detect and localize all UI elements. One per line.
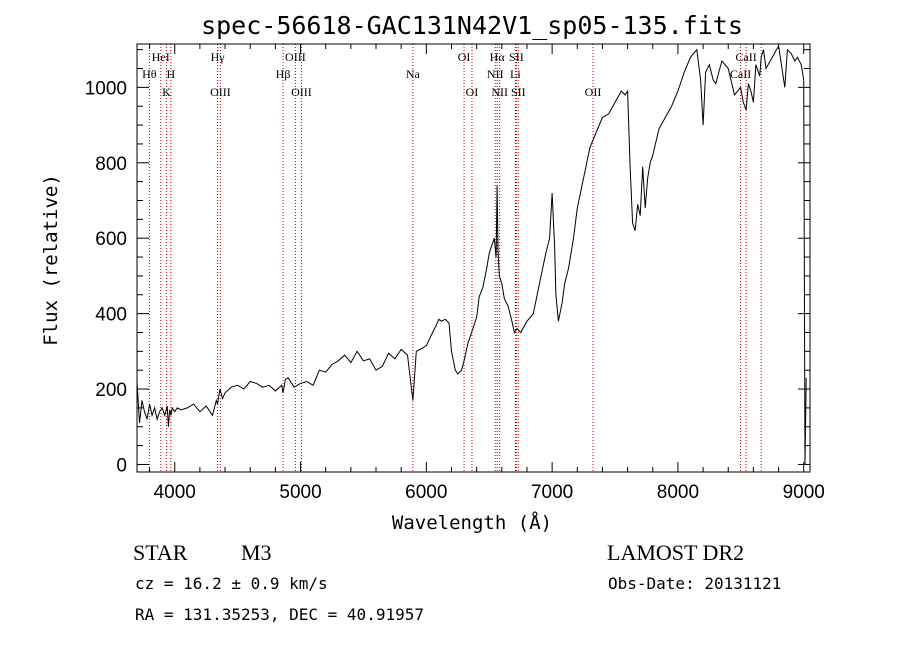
spectral-line-label: SII <box>511 85 526 99</box>
spectral-line-label: NII <box>491 85 508 99</box>
object-subclass: M3 <box>241 540 272 565</box>
y-tick-label: 600 <box>95 229 127 250</box>
coordinates: RA = 131.35253, DEC = 40.91957 <box>135 605 424 624</box>
line-labels: HθHeIHKHγOIIIHβOIIIOIIINaOIOIHαNIINIISII… <box>142 50 757 99</box>
spectral-line-label: OIII <box>291 85 312 99</box>
spectral-line-label: OIII <box>285 50 306 64</box>
spectral-line-label: Hθ <box>142 67 157 81</box>
y-tick-label: 1000 <box>85 78 127 99</box>
spectral-line-label: CaII <box>735 50 756 64</box>
spectral-line-label: Hα <box>490 50 506 64</box>
spectral-line-label: CaII <box>730 67 751 81</box>
y-axis-label: Flux (relative) <box>40 174 62 346</box>
y-tick-label: 800 <box>95 154 127 175</box>
spectral-line-label: OIII <box>210 85 231 99</box>
x-tick-label: 5000 <box>279 482 321 503</box>
spectral-line-label: SII <box>509 50 524 64</box>
spectral-line-label: OI <box>458 50 471 64</box>
spectral-line-label: Hγ <box>211 50 226 64</box>
x-tick-label: 6000 <box>405 482 447 503</box>
spectral-line-label: OII <box>585 85 602 99</box>
plot-frame <box>136 43 811 473</box>
object-class: STAR <box>133 540 188 565</box>
chart-title: spec-56618-GAC131N42V1_sp05-135.fits <box>201 11 743 40</box>
y-tick-label: 200 <box>95 380 127 401</box>
spectral-line-label: HeI <box>152 50 170 64</box>
x-tick-label: 7000 <box>531 482 573 503</box>
spectral-line-label: Na <box>406 67 421 81</box>
spectral-line-label: Li <box>510 67 521 81</box>
x-tick-label: 4000 <box>154 482 196 503</box>
redshift-readout: cz = 16.2 ± 0.9 km/s <box>135 574 328 593</box>
spectral-line-label: OI <box>466 85 479 99</box>
spectral-line-label: NII <box>487 67 504 81</box>
axis-ticks: 4000 5000 6000 7000 8000 9000 0 200 400 600 800 100… <box>85 44 825 503</box>
plot-area <box>136 44 807 465</box>
spectral-line-markers <box>148 44 762 472</box>
spectral-line-label: Hβ <box>276 67 291 81</box>
x-axis-label: Wavelength (Å) <box>392 511 552 534</box>
survey-name: LAMOST DR2 <box>607 540 744 565</box>
x-tick-label: 8000 <box>657 482 699 503</box>
spectral-line-label: K <box>162 85 171 99</box>
y-tick-label: 400 <box>95 305 127 326</box>
spectral-line-label: H <box>167 67 176 81</box>
spectrum-line <box>136 44 807 465</box>
y-tick-label: 0 <box>116 455 127 476</box>
x-tick-label: 9000 <box>783 482 825 503</box>
obs-date: Obs-Date: 20131121 <box>608 574 781 593</box>
